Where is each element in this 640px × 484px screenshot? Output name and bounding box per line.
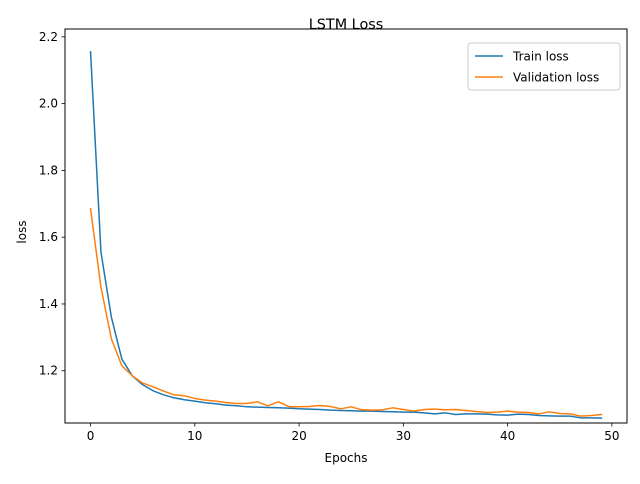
y-tick-label: 1.4 <box>39 297 58 311</box>
y-tick-label: 1.2 <box>39 364 58 378</box>
x-axis-label: Epochs <box>325 451 368 465</box>
x-tick-label: 50 <box>604 429 619 443</box>
legend-box <box>467 42 621 91</box>
series-line-0 <box>89 51 603 419</box>
legend: Train loss Validation loss <box>467 42 621 91</box>
series-line-1 <box>89 207 603 417</box>
y-tick-label: 1.6 <box>39 230 58 244</box>
plot-frame <box>64 28 628 424</box>
x-tick-label: 10 <box>187 429 202 443</box>
legend-label-1: Validation loss <box>513 71 599 85</box>
chart-title: LSTM Loss <box>309 17 384 33</box>
x-tick-label: 40 <box>500 429 515 443</box>
x-tick-label: 20 <box>291 429 306 443</box>
x-tick-label: 0 <box>87 429 95 443</box>
y-axis-label: loss <box>15 220 29 243</box>
x-tick-label: 30 <box>396 429 411 443</box>
y-tick-label: 2.0 <box>39 97 58 111</box>
y-tick-label: 2.2 <box>39 30 58 44</box>
y-tick-label: 1.8 <box>39 163 58 177</box>
legend-label-0: Train loss <box>512 50 569 64</box>
